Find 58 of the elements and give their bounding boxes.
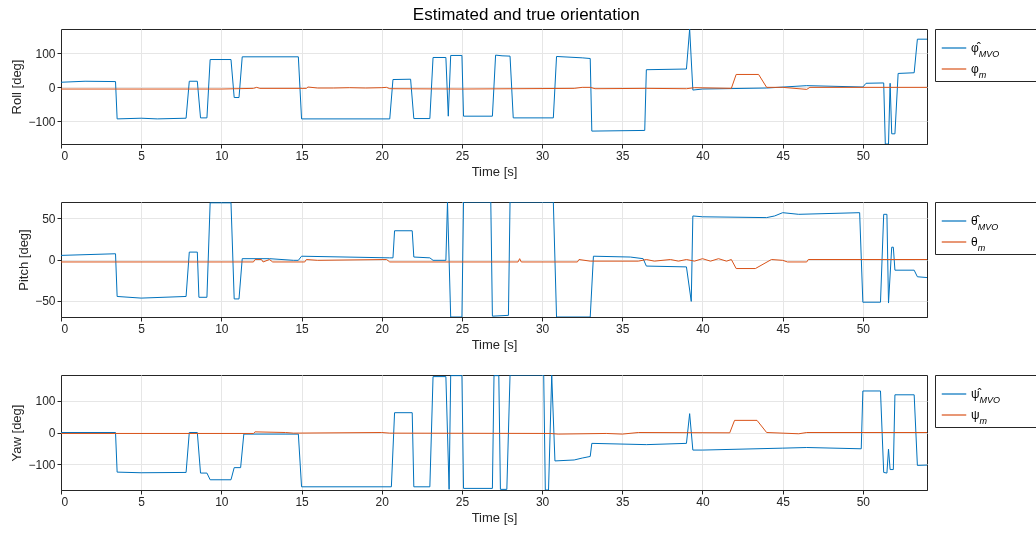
y-tick-label: 0 bbox=[48, 426, 56, 440]
x-tick-label: 50 bbox=[856, 321, 871, 336]
legend-label: φ̂$_{MVO}$ bbox=[971, 41, 1000, 59]
x-tick-label: 25 bbox=[455, 321, 470, 336]
x-tick-label: 15 bbox=[295, 494, 310, 509]
x-tick-label: 45 bbox=[776, 148, 791, 163]
legend-label: ψ̂$_{MVO}$ bbox=[971, 387, 1001, 405]
x-tick-label: 40 bbox=[696, 148, 710, 163]
x-tick-label: 20 bbox=[375, 494, 390, 509]
y-tick-label: −50 bbox=[35, 294, 56, 309]
legend-label: θ̂$_{MVO}$ bbox=[971, 214, 999, 232]
y-tick-label: 0 bbox=[48, 253, 56, 267]
x-tick-label: 5 bbox=[138, 494, 146, 509]
x-tick-label: 40 bbox=[696, 494, 710, 509]
x-tick-label: 20 bbox=[375, 321, 390, 336]
x-tick-label: 30 bbox=[535, 494, 550, 509]
y-tick-label: −100 bbox=[28, 457, 56, 472]
y-tick-label: −100 bbox=[28, 114, 56, 129]
y-axis-title: Yaw [deg] bbox=[9, 404, 25, 462]
y-axis-title: Roll [deg] bbox=[9, 59, 25, 115]
x-tick-label: 45 bbox=[776, 494, 791, 509]
y-tick-label: 0 bbox=[48, 80, 56, 95]
x-axis-title: Time [s] bbox=[471, 163, 518, 179]
x-tick-label: 40 bbox=[696, 321, 710, 336]
legend-label: ψ$_{m}$ bbox=[971, 408, 988, 426]
y-tick-label: 100 bbox=[35, 46, 56, 61]
x-tick-label: 30 bbox=[535, 148, 550, 163]
x-tick-label: 0 bbox=[61, 148, 69, 163]
x-tick-label: 10 bbox=[215, 148, 229, 163]
x-tick-label: 20 bbox=[375, 148, 390, 163]
legend-label: θ$_{m}$ bbox=[971, 235, 986, 253]
x-tick-label: 10 bbox=[215, 321, 229, 336]
chart-title: Estimated and true orientation bbox=[412, 5, 640, 24]
x-tick-label: 5 bbox=[138, 148, 146, 163]
line-series bbox=[61, 258, 927, 270]
x-tick-label: 5 bbox=[138, 321, 146, 336]
x-tick-label: 50 bbox=[856, 494, 871, 509]
x-tick-label: 35 bbox=[616, 148, 630, 163]
x-axis-title: Time [s] bbox=[471, 336, 518, 352]
x-tick-label: 35 bbox=[616, 494, 630, 509]
x-tick-label: 15 bbox=[295, 321, 310, 336]
x-tick-label: 0 bbox=[61, 494, 69, 509]
x-axis-title: Time [s] bbox=[471, 509, 518, 525]
x-tick-label: 30 bbox=[535, 321, 550, 336]
line-series bbox=[61, 419, 927, 435]
y-axis-title: Pitch [deg] bbox=[16, 229, 32, 291]
legend-label: φ$_{m}$ bbox=[971, 62, 987, 80]
x-tick-label: 0 bbox=[61, 321, 69, 336]
y-tick-label: 100 bbox=[35, 394, 56, 409]
x-tick-label: 10 bbox=[215, 494, 229, 509]
x-tick-label: 45 bbox=[776, 321, 791, 336]
x-tick-label: 25 bbox=[455, 494, 470, 509]
y-tick-label: 50 bbox=[42, 211, 56, 226]
x-tick-label: 50 bbox=[856, 148, 871, 163]
x-tick-label: 35 bbox=[616, 321, 630, 336]
line-series bbox=[61, 73, 927, 90]
x-tick-label: 15 bbox=[295, 148, 310, 163]
x-tick-label: 25 bbox=[455, 148, 470, 163]
